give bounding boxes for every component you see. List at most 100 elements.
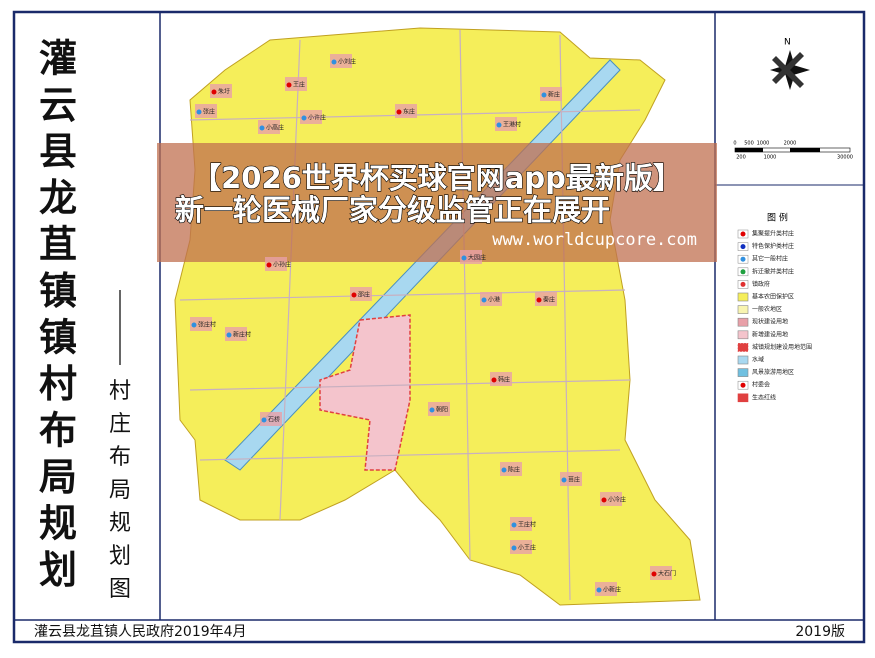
settlement — [258, 120, 280, 134]
scale-label: 1000 — [757, 141, 770, 147]
legend-label: 镇政府 — [752, 280, 770, 288]
village-marker — [191, 322, 197, 328]
place-label: 新庄 — [548, 91, 560, 99]
settlement — [495, 117, 517, 131]
legend-label: 其它一般村庄 — [752, 255, 788, 263]
village-marker — [536, 297, 542, 303]
settlement — [650, 566, 672, 580]
legend-swatch — [737, 355, 749, 365]
title-char: 划 — [39, 547, 77, 592]
place-label: 小许庄 — [308, 114, 326, 122]
legend-swatch — [737, 317, 749, 327]
place-label: 大石门 — [658, 570, 676, 578]
legend-label: 一般农地区 — [752, 305, 782, 313]
village-marker — [541, 92, 547, 98]
scale-label: 500 — [744, 141, 754, 147]
legend-label: 风景旅游用地区 — [752, 368, 794, 376]
title-char: 局 — [39, 454, 77, 499]
legend-symbol — [740, 231, 746, 237]
settlement — [190, 317, 212, 331]
planned-area — [319, 314, 411, 471]
village-marker — [211, 89, 217, 95]
legend-swatch — [737, 330, 749, 340]
village-marker — [301, 115, 307, 121]
village-marker — [429, 407, 435, 413]
settlement — [395, 104, 417, 118]
settlement — [540, 87, 562, 101]
village-marker — [259, 125, 265, 131]
title-char: 村 — [39, 361, 77, 406]
settlement — [195, 104, 217, 118]
village-marker — [351, 292, 357, 298]
settlement — [600, 492, 622, 506]
place-label: 邵庄 — [358, 291, 370, 299]
village-marker — [651, 571, 657, 577]
settlement — [460, 250, 482, 264]
village-marker — [491, 377, 497, 383]
place-label: 小高庄 — [266, 124, 284, 132]
settlement — [225, 327, 247, 341]
place-label: 朱圩 — [218, 88, 230, 96]
place-label: 小刘庄 — [338, 58, 356, 66]
legend-label: 拆迁撤并类村庄 — [752, 267, 794, 275]
village-marker — [196, 109, 202, 115]
subtitle-char: 规 — [109, 511, 131, 536]
title-char: 苴 — [39, 222, 77, 267]
place-label: 王庄村 — [518, 521, 536, 529]
place-label: 陈庄 — [508, 466, 520, 474]
village-marker — [511, 545, 517, 551]
legend-symbol — [740, 382, 746, 388]
banner-line: 【2026世界杯买球官网app最新版】 — [192, 161, 682, 195]
compass-label: N — [784, 38, 791, 48]
banner-bg — [157, 143, 717, 262]
settlement — [490, 372, 512, 386]
subtitle-char: 局 — [109, 478, 131, 503]
title-char: 规 — [39, 501, 77, 546]
settlement — [260, 412, 282, 426]
village-marker — [501, 467, 507, 473]
subtitle-char: 村 — [109, 379, 131, 404]
legend-swatch — [737, 393, 749, 403]
place-label: 张庄 — [203, 108, 215, 116]
settlement — [595, 582, 617, 596]
place-label: 朝阳 — [436, 406, 448, 414]
legend-label: 集聚提升类村庄 — [752, 230, 794, 238]
village-marker — [496, 122, 502, 128]
banner-line: 新一轮医械厂家分级监管正在展开 — [175, 193, 610, 227]
place-label: 小孙庄 — [273, 261, 291, 269]
place-label: 新庄村 — [233, 331, 251, 339]
settlement — [560, 472, 582, 486]
scale-label: 30000 — [837, 155, 853, 161]
title-char: 云 — [39, 82, 77, 127]
village-marker — [331, 59, 337, 65]
title-char: 灌 — [39, 36, 77, 81]
place-label: 石桥 — [268, 416, 280, 424]
legend-swatch — [737, 368, 749, 377]
legend-label: 生态红线 — [752, 393, 776, 401]
settlement — [510, 540, 532, 554]
legend-title: 图 例 — [767, 212, 788, 224]
village-marker — [511, 522, 517, 528]
settlement — [500, 462, 522, 476]
village-marker — [261, 417, 267, 423]
scale-label: 2000 — [784, 141, 797, 147]
place-label: 东庄 — [403, 108, 415, 116]
title-char: 龙 — [39, 175, 77, 220]
village-marker — [561, 477, 567, 483]
place-label: 张庄村 — [198, 321, 216, 329]
legend-label: 现状建设用地 — [752, 318, 788, 326]
village-marker — [461, 255, 467, 261]
scale-label: 0 — [733, 141, 736, 147]
title-char: 布 — [39, 408, 77, 453]
settlement — [265, 257, 287, 271]
place-label: 大园庄 — [468, 254, 486, 262]
compass — [770, 50, 810, 90]
legend-label: 水域 — [752, 356, 764, 364]
legend-swatch — [737, 305, 749, 314]
place-label: 小王庄 — [518, 544, 536, 552]
legend-label: 新增建设用地 — [752, 330, 788, 338]
place-label: 王港村 — [503, 121, 521, 129]
legend-symbol — [740, 281, 746, 287]
subtitle-char: 布 — [109, 445, 131, 470]
legend-symbol — [740, 269, 746, 275]
